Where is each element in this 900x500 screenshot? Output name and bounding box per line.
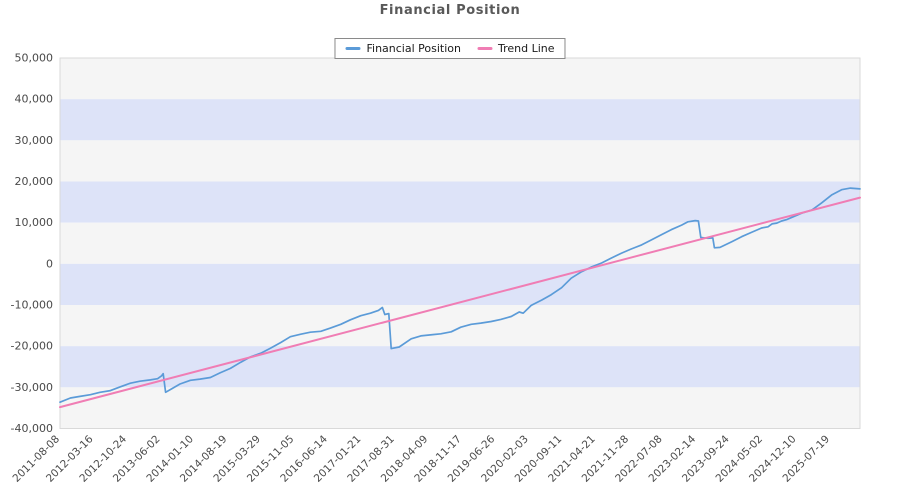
svg-text:50,000: 50,000 xyxy=(15,52,54,65)
legend-label-financial-position: Financial Position xyxy=(366,42,461,55)
chart-title: Financial Position xyxy=(379,3,521,18)
legend: Financial Position Trend Line xyxy=(334,38,566,59)
svg-text:40,000: 40,000 xyxy=(15,93,54,106)
svg-text:-30,000: -30,000 xyxy=(11,381,53,394)
svg-text:-40,000: -40,000 xyxy=(11,422,53,435)
legend-item-trend-line[interactable]: Trend Line xyxy=(476,42,555,55)
svg-text:0: 0 xyxy=(46,257,53,270)
legend-swatch-financial-position-icon xyxy=(345,47,361,50)
legend-item-financial-position[interactable]: Financial Position xyxy=(345,42,461,55)
svg-text:-10,000: -10,000 xyxy=(11,299,53,312)
legend-label-trend-line: Trend Line xyxy=(497,42,555,55)
svg-text:20,000: 20,000 xyxy=(15,175,54,188)
svg-text:10,000: 10,000 xyxy=(15,216,54,229)
svg-text:30,000: 30,000 xyxy=(15,134,54,147)
legend-swatch-trend-line-icon xyxy=(476,47,492,50)
svg-text:-20,000: -20,000 xyxy=(11,340,53,353)
